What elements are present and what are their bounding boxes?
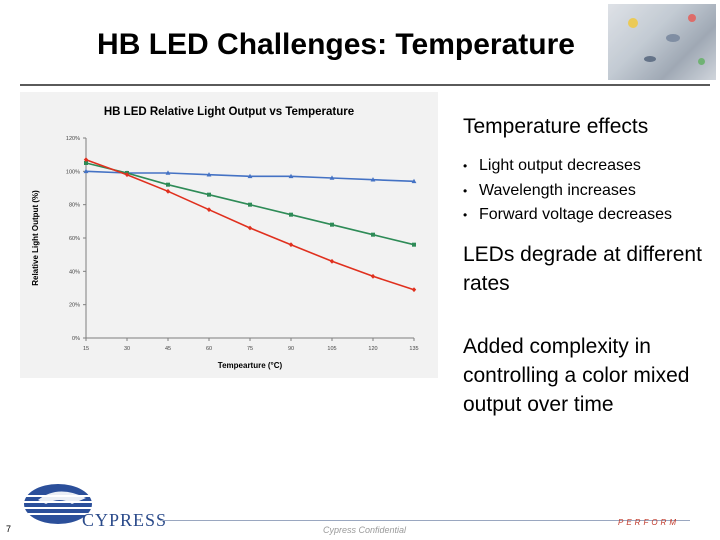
data-point: [84, 161, 88, 165]
effects-heading: Temperature effects: [463, 115, 649, 138]
data-point: [83, 157, 89, 163]
data-point: [83, 168, 89, 174]
list-item: • Wavelength increases: [463, 181, 636, 199]
x-tick-label: 135: [409, 346, 418, 352]
data-point: [329, 258, 335, 264]
x-tick-label: 45: [165, 346, 171, 352]
y-tick-label: 0%: [72, 336, 80, 342]
data-point: [247, 173, 253, 179]
perform-tagline: PERFORM: [618, 518, 679, 527]
data-point: [411, 287, 417, 293]
y-tick-label: 120%: [66, 136, 80, 142]
confidential-label: Cypress Confidential: [323, 525, 407, 535]
x-tick-label: 75: [247, 346, 253, 352]
led-photo: [608, 4, 716, 80]
data-point: [248, 202, 252, 207]
x-tick-label: 60: [206, 346, 212, 352]
x-tick-label: 30: [124, 346, 130, 352]
y-tick-label: 80%: [69, 203, 80, 209]
y-axis-label: Relative Light Output (%): [31, 190, 40, 286]
data-point: [288, 173, 294, 179]
data-point: [370, 273, 376, 279]
data-point: [165, 170, 171, 175]
footer-divider: [160, 520, 690, 521]
x-axis-label: Tempearture (°C): [218, 361, 283, 370]
data-point: [411, 178, 417, 184]
list-item: • Forward voltage decreases: [463, 206, 672, 223]
data-point: [289, 212, 293, 217]
data-point: [412, 242, 416, 247]
data-point: [166, 182, 170, 187]
y-tick-label: 20%: [69, 303, 80, 309]
page-number: 7: [6, 524, 12, 534]
list-item: • Light output decreases: [463, 157, 641, 174]
data-point: [370, 177, 376, 182]
data-point: [206, 172, 212, 177]
x-tick-label: 90: [288, 346, 294, 352]
chart-title: HB LED Relative Light Output vs Temperat…: [104, 106, 354, 118]
data-point: [329, 175, 335, 180]
data-point: [207, 192, 211, 197]
x-tick-label: 120: [368, 346, 377, 352]
line-chart: HB LED Relative Light Output vs Temperat…: [31, 106, 419, 370]
data-point: [124, 172, 130, 178]
x-tick-label: 105: [327, 346, 336, 352]
data-point: [165, 188, 171, 194]
slide-title: HB LED Challenges: Temperature: [97, 28, 575, 61]
y-tick-label: 60%: [69, 236, 80, 242]
degrade-text: LEDs degrade at different rates: [463, 243, 702, 295]
y-tick-label: 100%: [66, 169, 80, 175]
data-point: [330, 222, 334, 227]
cypress-logo: [24, 484, 92, 524]
data-point: [206, 207, 212, 213]
title-divider: [20, 84, 710, 86]
data-point: [288, 242, 294, 248]
right-panel: Temperature effects • Light output decrea…: [463, 114, 713, 228]
data-point: [371, 232, 375, 237]
y-tick-label: 40%: [69, 269, 80, 275]
data-point: [247, 225, 253, 231]
logo-wordmark: CYPRESS: [82, 510, 168, 530]
complexity-text: Added complexity in controlling a color …: [463, 335, 690, 416]
chart-panel: HB LED Relative Light Output vs Temperat…: [20, 92, 438, 378]
effects-list: • Light output decreases • Wavelength incr…: [463, 154, 713, 228]
x-tick-label: 15: [83, 346, 89, 352]
